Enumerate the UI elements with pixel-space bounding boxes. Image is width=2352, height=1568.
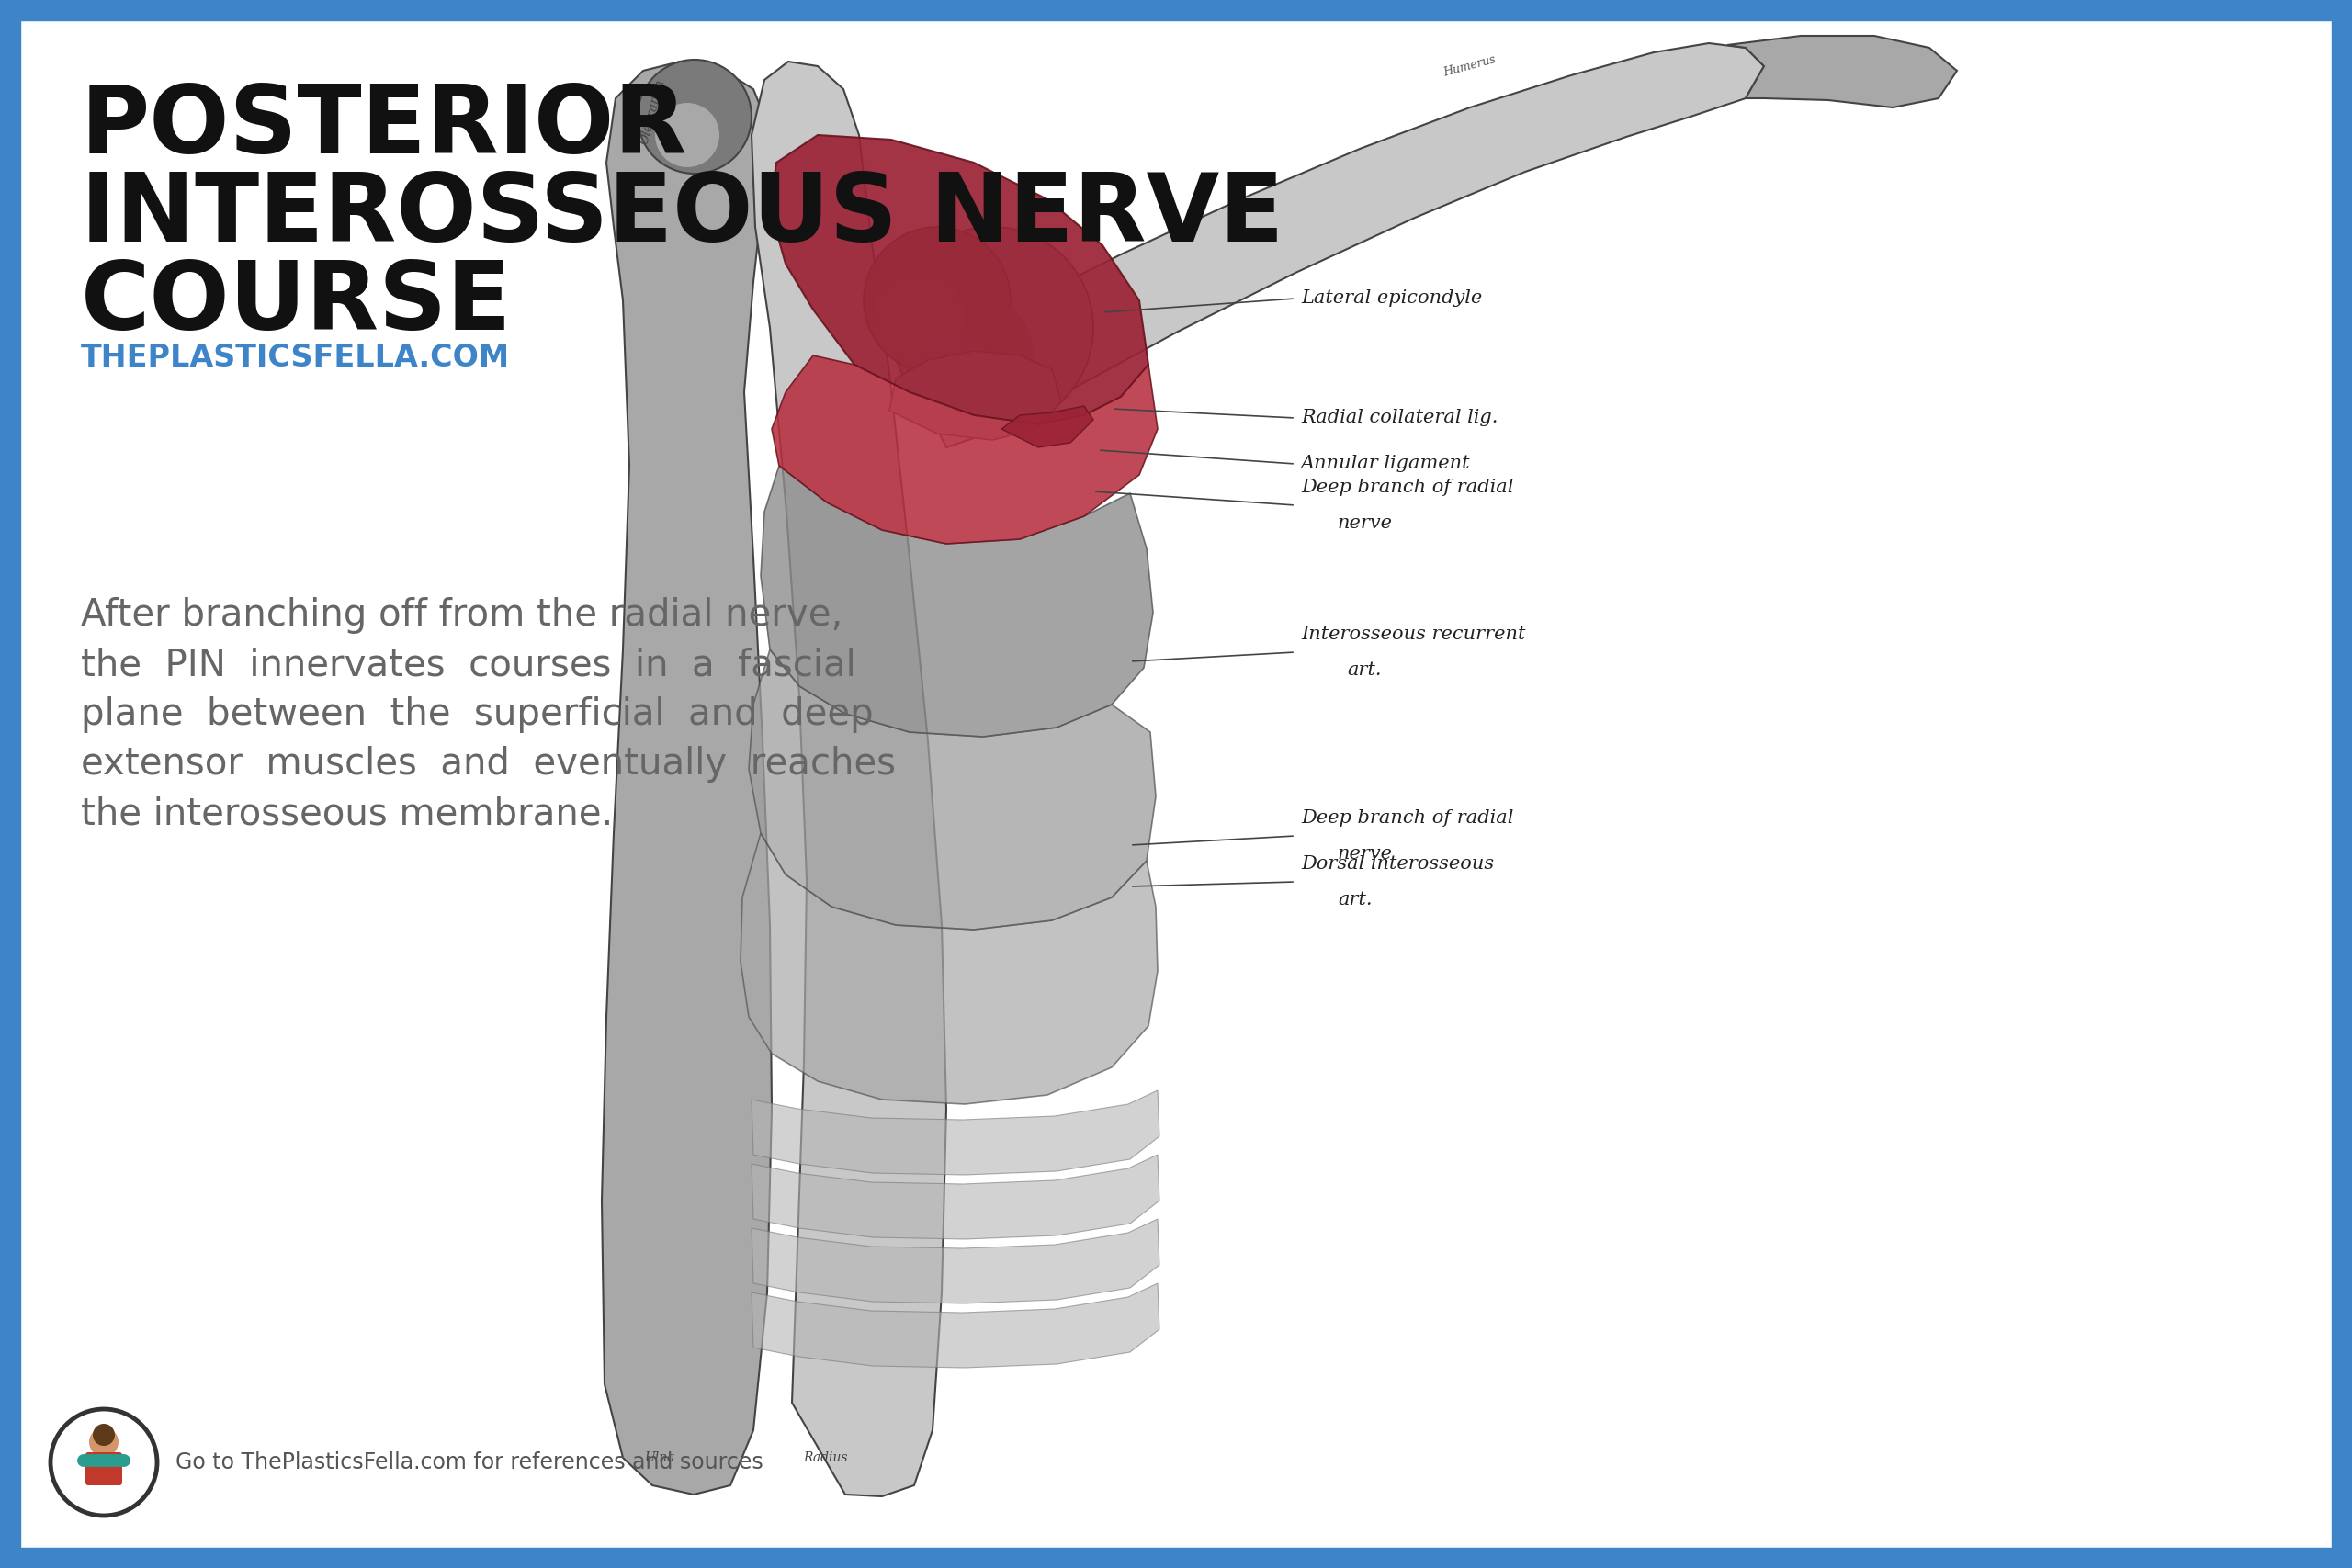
Circle shape [873,273,964,365]
Text: INTEROSSEOUS NERVE: INTEROSSEOUS NERVE [80,169,1284,262]
Polygon shape [602,61,771,1494]
Text: Deep branch of radial: Deep branch of radial [1301,478,1515,495]
Text: COURSE: COURSE [80,257,513,350]
Text: Ulna: Ulna [644,1452,675,1465]
Text: art.: art. [1338,891,1371,908]
Text: the  PIN  innervates  courses  in  a  fascial: the PIN innervates courses in a fascial [80,646,856,684]
Polygon shape [769,135,1148,425]
Text: Go to ThePlasticsFella.com for references and sources: Go to ThePlasticsFella.com for reference… [176,1452,764,1474]
Text: art.: art. [1348,662,1381,679]
Text: Deep branch of radial: Deep branch of radial [1301,809,1515,826]
Circle shape [891,227,1094,430]
Text: nerve: nerve [1338,845,1392,862]
Text: Humerus: Humerus [1442,53,1498,78]
Bar [0,0,21,1568]
Text: Olecranon: Olecranon [637,78,668,146]
Polygon shape [741,833,1157,1104]
Text: nerve: nerve [1338,514,1392,532]
Polygon shape [753,1154,1160,1239]
Circle shape [920,337,993,411]
Bar [2331,0,2352,1568]
Text: POSTERIOR: POSTERIOR [80,82,687,174]
Polygon shape [760,466,1152,737]
Text: plane  between  the  superficial  and  deep: plane between the superficial and deep [80,696,873,732]
Text: extensor  muscles  and  eventually  reaches: extensor muscles and eventually reaches [80,746,896,782]
Bar [0,0,2352,20]
Polygon shape [753,1218,1160,1303]
Bar [0,1548,2352,1568]
Polygon shape [753,61,946,1496]
Text: the interosseous membrane.: the interosseous membrane. [80,795,614,833]
Text: Radius: Radius [802,1452,847,1465]
Text: Annular ligament: Annular ligament [1301,455,1470,472]
Polygon shape [1726,36,1957,108]
Circle shape [906,292,1033,420]
Circle shape [89,1427,118,1457]
Circle shape [656,103,720,168]
Polygon shape [748,649,1155,930]
Polygon shape [753,1090,1160,1174]
Circle shape [92,1424,115,1446]
Text: Lateral epicondyle: Lateral epicondyle [1301,290,1482,307]
FancyBboxPatch shape [85,1452,122,1485]
Polygon shape [753,1283,1160,1367]
Text: Dorsal interosseous: Dorsal interosseous [1301,855,1494,873]
Text: After branching off from the radial nerve,: After branching off from the radial nerv… [80,597,842,633]
Text: Interosseous recurrent: Interosseous recurrent [1301,626,1526,643]
Text: Radial collateral lig.: Radial collateral lig. [1301,409,1498,426]
Circle shape [49,1410,158,1516]
Circle shape [637,60,753,174]
Text: THEPLASTICSFELLA.COM: THEPLASTICSFELLA.COM [80,343,510,373]
Polygon shape [1002,406,1094,447]
Polygon shape [929,44,1764,447]
Polygon shape [771,356,1157,544]
Circle shape [863,227,1011,373]
Polygon shape [889,351,1061,441]
